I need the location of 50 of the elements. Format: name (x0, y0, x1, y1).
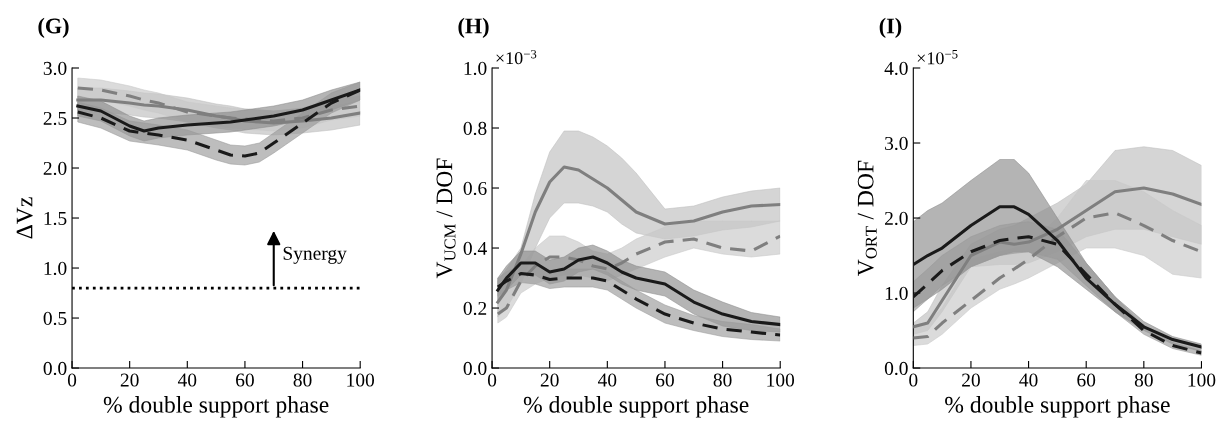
x-axis-title: % double support phase (103, 396, 329, 418)
y-tick-label: 1.0 (44, 261, 67, 276)
y-tick-label: 2.5 (43, 111, 67, 126)
y-axis-title: ΔVz (16, 197, 33, 239)
x-tick-label: 0 (909, 373, 918, 387)
y-tick-label: 2.0 (43, 161, 67, 176)
chart-title: (I) (879, 17, 902, 38)
y-tick-label: 1.5 (44, 211, 67, 226)
y-tick-label: 3.0 (885, 136, 908, 151)
line-series (496, 234, 781, 316)
x-tick-label: 100 (767, 373, 795, 387)
x-tick-label: 80 (713, 373, 732, 387)
y-tick-label: 0.2 (463, 301, 487, 316)
x-tick-label: 0 (67, 373, 77, 387)
x-tick-label: 60 (1077, 373, 1096, 387)
text: ×10$^{−3}$ (496, 49, 537, 65)
x-tick-label: 40 (177, 373, 197, 387)
x-tick-label: 100 (1188, 373, 1216, 387)
x-tick-label: 20 (962, 373, 980, 387)
x-tick-label: 60 (656, 373, 674, 387)
text: ×10$^{−5}$ (917, 50, 958, 65)
annotation: Synergy (283, 246, 347, 264)
x-tick-label: 80 (1134, 373, 1153, 387)
y-tick-label: 1.0 (885, 286, 908, 301)
x-tick-label: 40 (1019, 373, 1038, 387)
y-tick-label: 0.5 (43, 311, 67, 326)
y-tick-label: 4.0 (884, 61, 908, 76)
x-tick-label: 20 (120, 373, 139, 387)
y-tick-label: 0.8 (463, 121, 487, 136)
x-tick-label: 100 (347, 373, 375, 387)
y-tick-label: 0.6 (463, 181, 487, 196)
y-tick-label: 2.0 (885, 211, 908, 226)
y-tick-label: 0.0 (463, 361, 487, 376)
x-tick-label: 80 (293, 373, 312, 387)
x-axis-title: % double support phase (945, 396, 1170, 418)
y-axis-title: V$_{UCM}$ / DOF (436, 158, 456, 279)
chart-title: (G) (38, 17, 69, 38)
line-series (496, 165, 781, 304)
x-tick-label: 40 (597, 373, 617, 387)
y-tick-label: 0.4 (463, 241, 487, 256)
x-tick-label: 60 (236, 373, 254, 387)
x-axis-title: % double support phase (523, 396, 749, 418)
chart-title: (H) (458, 17, 489, 38)
x-tick-label: 20 (540, 373, 559, 387)
y-tick-label: 1.0 (464, 61, 487, 76)
y-axis-title: V$_{ORT}$ / DOF (857, 160, 877, 277)
y-tick-label: 0.0 (884, 361, 908, 376)
y-tick-label: 0.0 (43, 361, 67, 376)
y-tick-label: 3.0 (43, 61, 67, 76)
x-tick-label: 0 (487, 373, 497, 387)
